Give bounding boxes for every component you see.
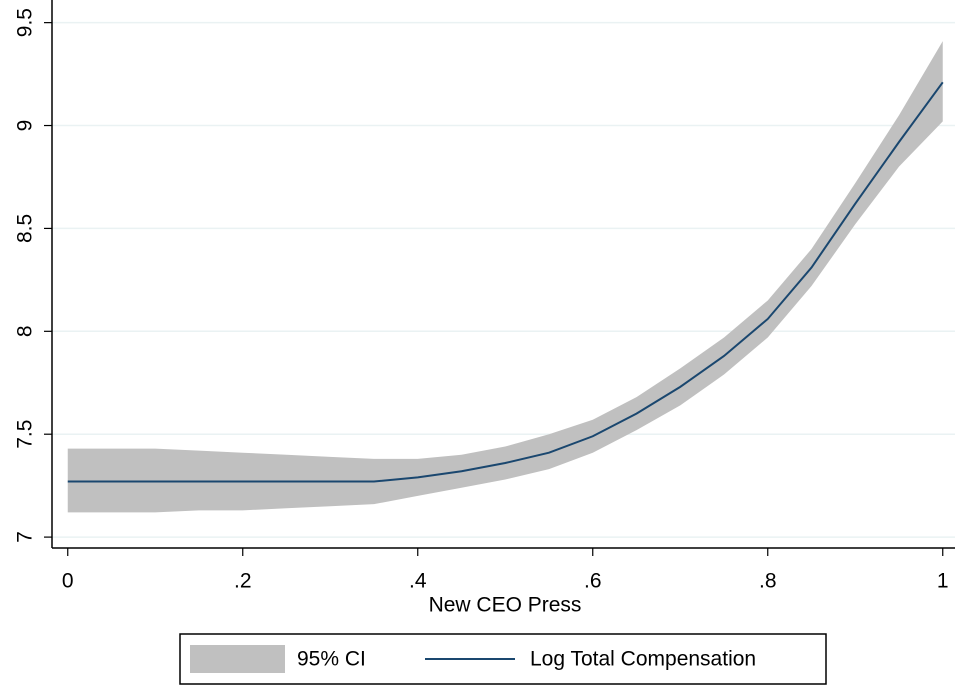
y-tick-label: 7 <box>14 531 37 543</box>
x-tick-label: .8 <box>759 570 777 593</box>
x-tick-label: 0 <box>62 570 74 593</box>
x-tick-label: .2 <box>234 570 252 593</box>
x-tick-label: .6 <box>584 570 602 593</box>
legend-label: 95% CI <box>297 648 366 671</box>
y-tick-label: 9.5 <box>14 8 37 37</box>
legend-swatch <box>190 645 285 673</box>
x-tick-label: .4 <box>409 570 427 593</box>
y-tick-label: 7.5 <box>14 420 37 449</box>
line <box>67 81 944 483</box>
legend-label: Log Total Compensation <box>530 648 756 671</box>
y-tick-label: 8 <box>14 325 37 337</box>
ci-band <box>67 41 943 513</box>
y-tick-label: 9 <box>14 120 37 132</box>
y-tick-label: 8.5 <box>14 214 37 243</box>
x-tick-label: 1 <box>937 570 949 593</box>
x-axis-label: New CEO Press <box>429 594 582 617</box>
